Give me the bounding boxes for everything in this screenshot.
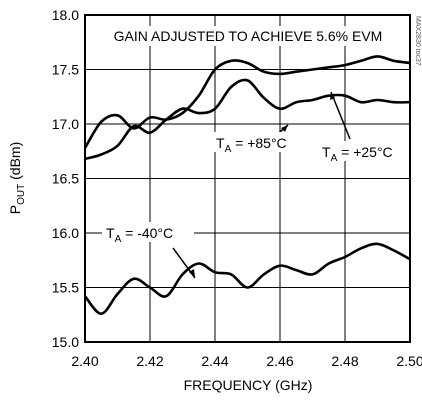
chart-title: GAIN ADJUSTED TO ACHIEVE 5.6% EVM	[114, 28, 383, 44]
plot-frame	[84, 14, 411, 343]
y-tick-label-0: 15.0	[52, 334, 79, 350]
series-line-2	[83, 242, 411, 315]
x-tick-label-5: 2.50	[396, 353, 422, 369]
label-25c: TA = +25°C	[322, 144, 393, 164]
annotations: GAIN ADJUSTED TO ACHIEVE 5.6% EVM TA = +…	[102, 26, 406, 279]
y-tick-label-6: 18.0	[52, 7, 79, 23]
label-85c: TA = +85°C	[216, 135, 287, 155]
x-tick-label-2: 2.44	[201, 353, 228, 369]
x-tick-label-4: 2.48	[331, 353, 358, 369]
label-85c-background	[212, 132, 298, 152]
label-25c-background	[318, 141, 406, 161]
y-tick-label-1: 15.5	[52, 280, 79, 296]
series-line-1	[84, 78, 411, 161]
arrow-25c	[330, 91, 351, 140]
y-tick-label-3: 16.5	[52, 171, 79, 187]
label-m40c: TA = -40°C	[106, 225, 173, 245]
y-tick-labels: 15.0 15.5 16.0 16.5 17.0 17.5 18.0	[52, 7, 79, 350]
y-tick-label-2: 16.0	[52, 225, 79, 241]
x-axis-label: FREQUENCY (GHz)	[184, 377, 313, 393]
title-background	[110, 26, 385, 46]
x-tick-label-1: 2.42	[136, 353, 163, 369]
y-axis-label: POUT (dBm)	[7, 142, 27, 214]
arrowhead-85c	[281, 125, 288, 132]
series-lines	[83, 55, 411, 315]
y-tick-label-4: 17.0	[52, 116, 79, 132]
x-tick-label-0: 2.40	[71, 353, 98, 369]
arrowhead-m40c	[189, 269, 195, 278]
x-tick-label-3: 2.46	[266, 353, 293, 369]
watermark: MAX2830 toc37	[414, 16, 421, 66]
arrowhead-25c	[330, 92, 335, 100]
x-tick-labels: 2.40 2.42 2.44 2.46 2.48 2.50	[71, 353, 422, 369]
label-m40c-background	[102, 222, 194, 242]
y-tick-label-5: 17.5	[52, 62, 79, 78]
